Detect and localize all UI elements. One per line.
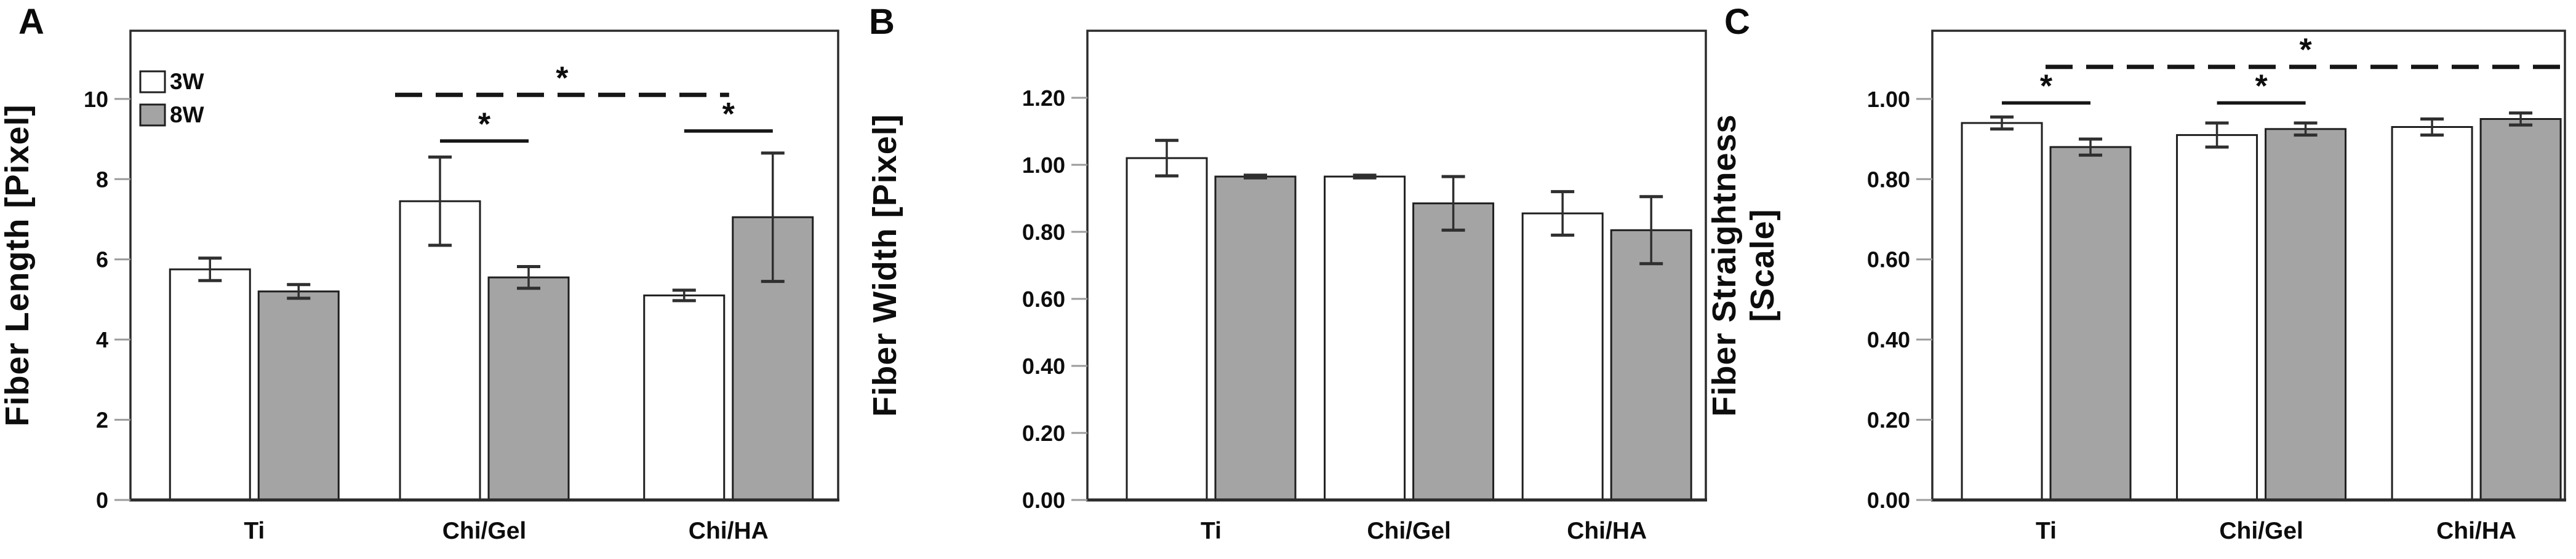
y-tick-label: 0.80 [1867, 167, 1910, 192]
panel-fiber-width: B 0.00 0.20 0.40 0.60 0.80 1.00 1.20 Ti Chi/Gel C… [862, 0, 1711, 559]
bar-3w-ti [1126, 157, 1208, 501]
y-tick-label: 1.00 [1022, 153, 1065, 178]
y-tick-label: 0.20 [1022, 421, 1065, 446]
legend-label-3w: 3W [170, 69, 204, 94]
legend-swatch-3w [139, 70, 166, 93]
bar-8w-ti [2049, 146, 2132, 501]
panel-letter-c: C [1724, 2, 1751, 42]
y-tick-label: 0.40 [1022, 354, 1065, 379]
panel-letter-b: B [869, 2, 895, 42]
x-category-label: Chi/HA [2436, 518, 2516, 544]
y-tick-label: 4 [96, 327, 108, 352]
bar-3w-chiha [2391, 126, 2473, 501]
bar-8w-chigel [487, 276, 570, 501]
x-category-label: Chi/HA [689, 518, 769, 544]
bar-3w-chigel [399, 200, 481, 501]
y-tick-label: 1.20 [1022, 85, 1065, 111]
significance-asterisk: * [478, 106, 491, 142]
bar-8w-chigel [1412, 202, 1495, 501]
y-tick-label: 0.60 [1022, 287, 1065, 312]
x-category-label: Ti [2036, 518, 2057, 544]
x-category-label: Chi/Gel [1367, 518, 1451, 544]
panel-fiber-length: A 0 2 4 6 8 10 Ti Chi/Gel Chi/HA Fiber Length [Pi… [0, 0, 862, 559]
panel-fiber-straightness: C 0.00 0.20 0.40 0.60 0.80 1.00 Ti Chi/Gel Chi/H… [1711, 0, 2576, 559]
y-axis-label-line: Fiber Straightness [1711, 114, 1743, 416]
significance-asterisk: * [2040, 68, 2053, 104]
x-category-label: Ti [1201, 518, 1222, 544]
x-category-label: Ti [244, 518, 265, 544]
y-tick-label: 0.20 [1867, 408, 1910, 433]
significance-asterisk: * [2255, 68, 2268, 104]
bar-3w-chigel [1324, 175, 1406, 501]
bar-8w-ti [1214, 175, 1297, 501]
y-axis-label-line: Fiber Width [Pixel] [866, 114, 903, 417]
significance-asterisk: * [556, 60, 569, 96]
panel-letter-a: A [18, 2, 45, 42]
x-category-label: Chi/HA [1567, 518, 1647, 544]
x-category-label: Chi/Gel [2219, 518, 2303, 544]
fiber-length-chart: 0 2 4 6 8 10 Ti Chi/Gel Chi/HA Fiber Length [Pixe… [0, 30, 839, 544]
y-tick-label: 8 [96, 167, 108, 192]
y-tick-label: 2 [96, 408, 108, 433]
y-tick-label: 0.00 [1867, 488, 1910, 513]
y-tick-label: 0.00 [1022, 488, 1065, 513]
y-tick-label: 0.60 [1867, 247, 1910, 272]
significance-asterisk: * [722, 97, 735, 132]
bar-8w-chiha [2479, 118, 2562, 501]
y-axis-label-line: Fiber Length [Pixel] [0, 104, 36, 426]
bar-8w-ti [257, 290, 340, 501]
y-tick-label: 0.80 [1022, 220, 1065, 245]
fiber-straightness-chart: 0.00 0.20 0.40 0.60 0.80 1.00 Ti Chi/Gel Chi/HA F… [1711, 30, 2566, 544]
y-tick-label: 10 [84, 87, 108, 112]
bar-8w-chigel [2265, 128, 2347, 501]
bar-3w-ti [169, 268, 251, 501]
legend-swatch-8w [139, 103, 166, 127]
y-axis-label-line: [Scale] [1744, 208, 1781, 322]
y-tick-label: 0 [96, 488, 108, 513]
bar-3w-ti [1961, 122, 2043, 501]
y-tick-label: 1.00 [1867, 87, 1910, 112]
bar-3w-chiha [1521, 212, 1604, 501]
x-category-label: Chi/Gel [442, 518, 527, 544]
fiber-width-chart: 0.00 0.20 0.40 0.60 0.80 1.00 1.20 Ti Chi/Gel Chi… [866, 30, 1707, 544]
bar-3w-chiha [643, 294, 726, 501]
bar-3w-chigel [2176, 134, 2258, 501]
y-tick-label: 6 [96, 247, 108, 272]
y-tick-label: 0.40 [1867, 327, 1910, 352]
significance-asterisk: * [2299, 33, 2312, 68]
bar-8w-chiha [1610, 229, 1692, 501]
legend-label-8w: 8W [170, 102, 204, 127]
